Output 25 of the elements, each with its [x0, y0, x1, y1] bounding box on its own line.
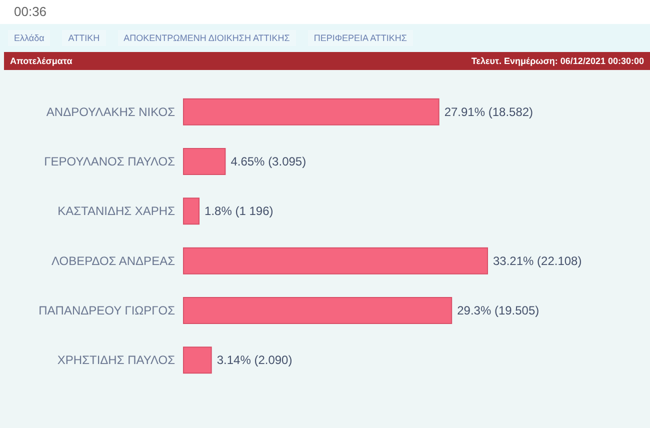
- y-tick-label: ΧΡΗΣΤΙΔΗΣ ΠΑΥΛΟΣ: [57, 353, 175, 368]
- y-tick-label: ΓΕΡΟΥΛΑΝΟΣ ΠΑΥΛΟΣ: [44, 154, 175, 168]
- text: ΑΤΤΙΚΗ: [62, 30, 106, 46]
- text: 00:36: [0, 0, 650, 24]
- text: ΠΕΡΙΦΕΡΕΙΑ ΑΤΤΙΚΗΣ: [308, 30, 413, 46]
- text: Τελευτ. Ενημέρωση: 06/12/2021 00:30:00: [471, 56, 644, 66]
- bar: [183, 148, 226, 175]
- text: ΑΠΟΚΕΝΤΡΩΜΕΝΗ ΔΙΟΙΚΗΣΗ ΑΤΤΙΚΗΣ: [118, 30, 296, 46]
- y-tick-label: ΚΑΣΤΑΝΙΔΗΣ ΧΑΡΗΣ: [58, 204, 175, 218]
- data-label: 33.21% (22.108): [493, 254, 582, 268]
- bar: [183, 247, 488, 274]
- y-tick-label: ΑΝΔΡΟΥΛΑΚΗΣ ΝΙΚΟΣ: [46, 104, 175, 119]
- y-tick-label: ΛΟΒΕΡΔΟΣ ΑΝΔΡΕΑΣ: [51, 254, 175, 268]
- bar: [183, 198, 200, 225]
- data-label: 3.14% (2.090): [216, 353, 292, 368]
- y-tick-label: ΠΑΠΑΝΔΡΕΟΥ ΓΙΩΡΓΟΣ: [38, 304, 175, 318]
- bar: [183, 98, 440, 126]
- text: Αποτελέσματα: [10, 56, 72, 66]
- data-label: 29.3% (19.505): [457, 304, 540, 318]
- data-label: 27.91% (18.582): [444, 104, 534, 119]
- bar: [183, 297, 452, 324]
- text: Ελλάδα: [8, 30, 50, 46]
- data-label: 4.65% (3.095): [230, 154, 306, 168]
- data-label: 1.8% (1 196): [204, 204, 274, 218]
- bar: [183, 346, 212, 374]
